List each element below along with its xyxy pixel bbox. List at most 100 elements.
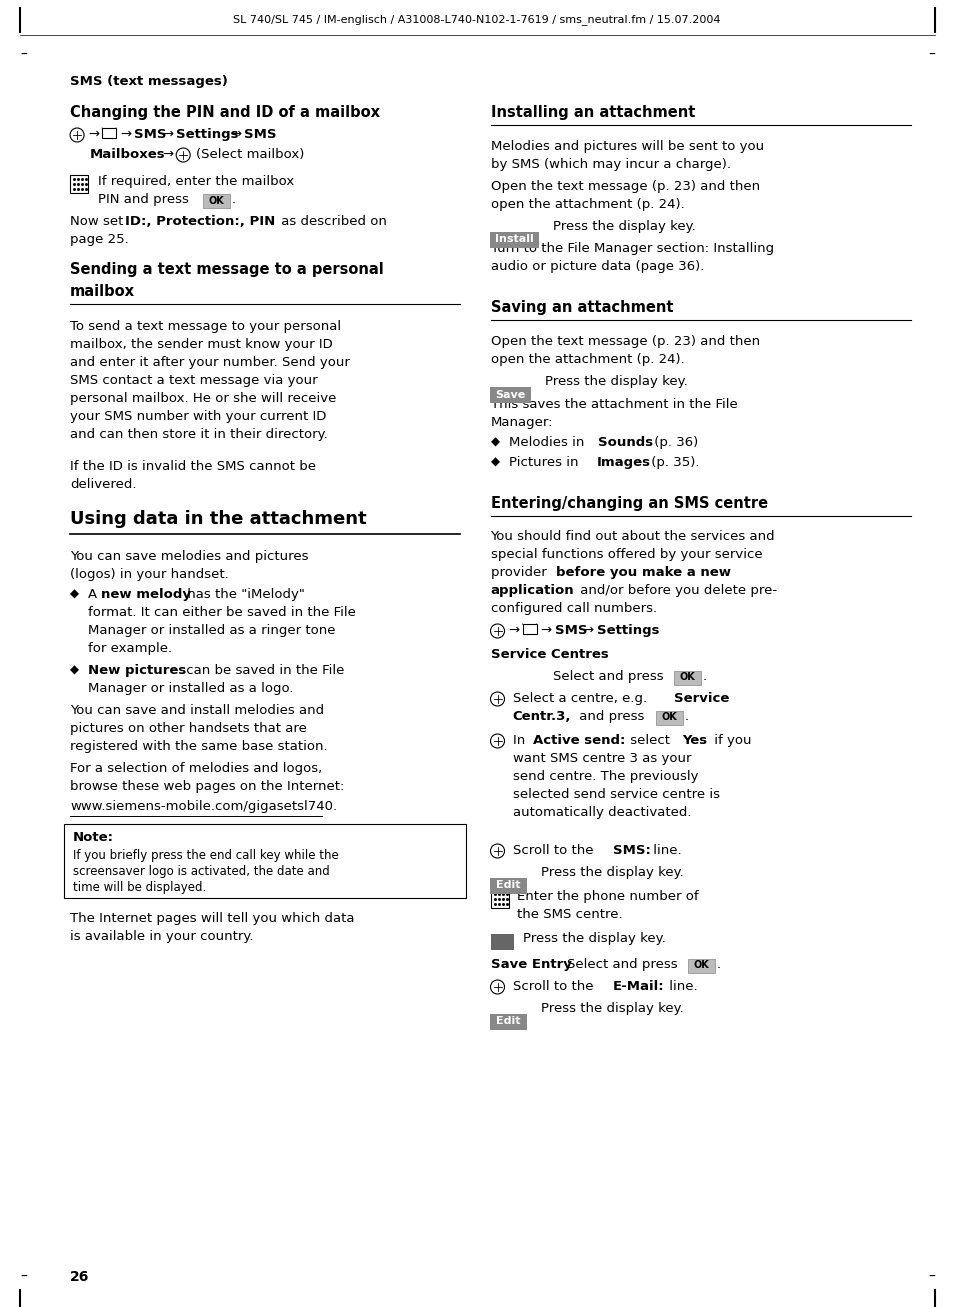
- FancyBboxPatch shape: [687, 958, 715, 972]
- Text: (logos) in your handset.: (logos) in your handset.: [70, 569, 229, 582]
- Text: special functions offered by your service: special functions offered by your servic…: [490, 548, 761, 561]
- Text: browse these web pages on the Internet:: browse these web pages on the Internet:: [70, 780, 344, 793]
- Text: Service: Service: [673, 691, 728, 704]
- Text: New pictures: New pictures: [88, 664, 186, 677]
- Text: can be saved in the File: can be saved in the File: [182, 664, 344, 677]
- FancyBboxPatch shape: [674, 670, 700, 685]
- Text: SMS: SMS: [244, 128, 276, 141]
- Text: –: –: [927, 48, 934, 61]
- Text: want SMS centre 3 as your: want SMS centre 3 as your: [512, 752, 690, 765]
- Text: You can save melodies and pictures: You can save melodies and pictures: [70, 550, 308, 563]
- Text: pictures on other handsets that are: pictures on other handsets that are: [70, 721, 307, 735]
- Text: A: A: [88, 588, 101, 601]
- Text: .: .: [716, 958, 720, 971]
- Text: Save Entry: Save Entry: [490, 958, 571, 971]
- Text: Settings: Settings: [596, 623, 659, 637]
- Text: provider: provider: [490, 566, 550, 579]
- Text: Changing the PIN and ID of a mailbox: Changing the PIN and ID of a mailbox: [70, 105, 379, 120]
- Text: OK: OK: [661, 712, 677, 723]
- Text: Entering/changing an SMS centre: Entering/changing an SMS centre: [490, 495, 767, 511]
- Text: →: →: [230, 128, 241, 141]
- Text: If the ID is invalid the SMS cannot be: If the ID is invalid the SMS cannot be: [70, 460, 315, 473]
- Text: automatically deactivated.: automatically deactivated.: [512, 806, 690, 819]
- FancyBboxPatch shape: [64, 823, 466, 898]
- Text: OK: OK: [208, 196, 224, 205]
- Text: open the attachment (p. 24).: open the attachment (p. 24).: [490, 197, 683, 210]
- Text: 26: 26: [70, 1270, 90, 1283]
- FancyBboxPatch shape: [522, 623, 536, 634]
- Text: registered with the same base station.: registered with the same base station.: [70, 740, 327, 753]
- Text: Press the display key.: Press the display key.: [540, 1002, 682, 1016]
- Text: line.: line.: [648, 844, 680, 857]
- Text: Manager or installed as a logo.: Manager or installed as a logo.: [88, 682, 294, 695]
- Text: Manager:: Manager:: [490, 416, 553, 429]
- Text: Active send:: Active send:: [532, 735, 624, 748]
- Text: SMS (text messages): SMS (text messages): [70, 74, 228, 88]
- Text: Press the display key.: Press the display key.: [552, 220, 695, 233]
- Text: screensaver logo is activated, the date and: screensaver logo is activated, the date …: [73, 865, 330, 878]
- Text: If required, enter the mailbox: If required, enter the mailbox: [98, 175, 294, 188]
- Text: configured call numbers.: configured call numbers.: [490, 603, 656, 616]
- Text: selected send service centre is: selected send service centre is: [512, 788, 719, 801]
- Text: SMS: SMS: [134, 128, 167, 141]
- Text: Open the text message (p. 23) and then: Open the text message (p. 23) and then: [490, 180, 759, 193]
- Text: Melodies and pictures will be sent to you: Melodies and pictures will be sent to yo…: [490, 140, 762, 153]
- Text: Select and press: Select and press: [566, 958, 680, 971]
- Text: .: .: [231, 193, 235, 207]
- Text: Press the display key.: Press the display key.: [522, 932, 664, 945]
- Text: Manager or installed as a ringer tone: Manager or installed as a ringer tone: [88, 623, 335, 637]
- Text: Press the display key.: Press the display key.: [540, 867, 682, 880]
- Text: –: –: [927, 1270, 934, 1283]
- Text: format. It can either be saved in the File: format. It can either be saved in the Fi…: [88, 606, 355, 620]
- Text: Open the text message (p. 23) and then: Open the text message (p. 23) and then: [490, 335, 759, 348]
- Text: SMS contact a text message via your: SMS contact a text message via your: [70, 374, 317, 387]
- Text: SMS: SMS: [554, 623, 586, 637]
- FancyBboxPatch shape: [70, 175, 88, 193]
- Text: Mailboxes: Mailboxes: [90, 148, 166, 161]
- FancyBboxPatch shape: [490, 935, 512, 949]
- Text: select: select: [625, 735, 673, 748]
- FancyBboxPatch shape: [656, 711, 682, 724]
- Text: Scroll to the: Scroll to the: [512, 844, 597, 857]
- Text: ◆: ◆: [70, 588, 79, 601]
- Text: ◆: ◆: [490, 456, 499, 469]
- Text: Service Centres: Service Centres: [490, 648, 608, 661]
- Text: is available in your country.: is available in your country.: [70, 931, 253, 942]
- FancyBboxPatch shape: [490, 890, 508, 908]
- Text: time will be displayed.: time will be displayed.: [73, 881, 206, 894]
- Text: send centre. The previously: send centre. The previously: [512, 770, 698, 783]
- Text: audio or picture data (page 36).: audio or picture data (page 36).: [490, 260, 703, 273]
- Text: your SMS number with your current ID: your SMS number with your current ID: [70, 410, 326, 423]
- Text: SL 740/SL 745 / IM-englisch / A31008-L740-N102-1-7619 / sms_neutral.fm / 15.07.2: SL 740/SL 745 / IM-englisch / A31008-L74…: [233, 14, 720, 25]
- FancyBboxPatch shape: [490, 387, 531, 403]
- Text: ◆: ◆: [70, 664, 79, 677]
- Text: and press: and press: [574, 710, 647, 723]
- Text: new melody: new melody: [101, 588, 191, 601]
- Text: You can save and install melodies and: You can save and install melodies and: [70, 704, 324, 718]
- Text: before you make a new: before you make a new: [555, 566, 730, 579]
- Text: Installing an attachment: Installing an attachment: [490, 105, 694, 120]
- Text: .: .: [684, 710, 688, 723]
- Text: line.: line.: [664, 980, 697, 993]
- FancyBboxPatch shape: [490, 877, 526, 894]
- Text: open the attachment (p. 24).: open the attachment (p. 24).: [490, 353, 683, 366]
- Text: →: →: [162, 148, 173, 161]
- Text: Yes: Yes: [681, 735, 706, 748]
- Text: For a selection of melodies and logos,: For a selection of melodies and logos,: [70, 762, 322, 775]
- Text: To send a text message to your personal: To send a text message to your personal: [70, 320, 341, 333]
- Text: Select a centre, e.g.: Select a centre, e.g.: [512, 691, 650, 704]
- Text: Melodies in: Melodies in: [508, 437, 588, 450]
- Text: Note:: Note:: [73, 831, 114, 844]
- Text: www.siemens-mobile.com/gigasetsl740.: www.siemens-mobile.com/gigasetsl740.: [70, 800, 336, 813]
- Text: delivered.: delivered.: [70, 478, 136, 491]
- FancyBboxPatch shape: [202, 193, 230, 208]
- Text: SMS:: SMS:: [612, 844, 650, 857]
- Text: for example.: for example.: [88, 642, 172, 655]
- Text: Sounds: Sounds: [597, 437, 652, 450]
- Text: This saves the attachment in the File: This saves the attachment in the File: [490, 399, 737, 410]
- Text: You should find out about the services and: You should find out about the services a…: [490, 531, 775, 542]
- Text: Pictures in: Pictures in: [508, 456, 581, 469]
- Text: (Select mailbox): (Select mailbox): [196, 148, 304, 161]
- Text: PIN and press: PIN and press: [98, 193, 193, 207]
- Text: Centr.3,: Centr.3,: [512, 710, 571, 723]
